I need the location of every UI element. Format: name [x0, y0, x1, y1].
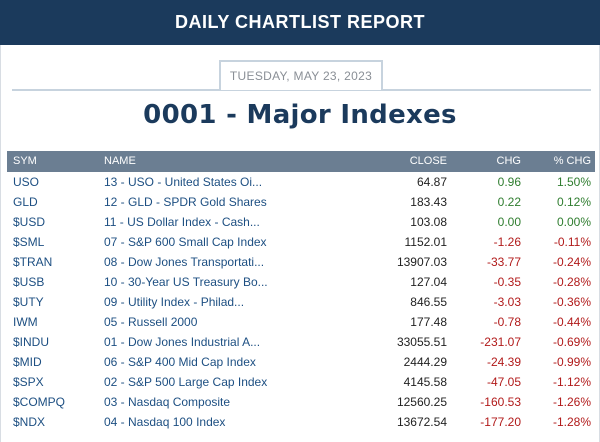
symbol-link[interactable]: $MID — [13, 355, 42, 369]
left-border — [0, 45, 1, 442]
close-value: 13672.54 — [396, 415, 447, 429]
pct-change-value: -1.12% — [552, 375, 591, 389]
pct-change-value: -0.28% — [552, 275, 591, 289]
name-link[interactable]: 05 - Russell 2000 — [104, 315, 198, 329]
symbol-link[interactable]: $USD — [13, 215, 46, 229]
change-value: -33.77 — [486, 255, 521, 269]
table-row[interactable]: $UTY 09 - Utility Index - Philad... 846.55… — [7, 292, 595, 312]
report-header: DAILY CHARTLIST REPORT — [0, 0, 600, 45]
pct-change-value: -0.44% — [552, 315, 591, 329]
table-row[interactable]: $COMPQ 03 - Nasdaq Composite 12560.25 -160.… — [7, 392, 595, 412]
pct-change-value: 0.00% — [556, 215, 591, 229]
close-value: 103.08 — [410, 215, 447, 229]
symbol-link[interactable]: USO — [13, 175, 40, 189]
name-link[interactable]: 04 - Nasdaq 100 Index — [104, 415, 226, 429]
symbol-link[interactable]: $SML — [13, 235, 45, 249]
symbol-link[interactable]: $COMPQ — [13, 395, 66, 409]
name-link[interactable]: 03 - Nasdaq Composite — [104, 395, 231, 409]
date-section: TUESDAY, MAY 23, 2023 — [12, 60, 591, 94]
name-link[interactable]: 10 - 30-Year US Treasury Bo... — [104, 275, 268, 289]
symbol-link[interactable]: $TRAN — [13, 255, 53, 269]
chartlist-title: 0001 - Major Indexes — [143, 100, 457, 130]
close-value: 64.87 — [416, 175, 447, 189]
report-header-title: DAILY CHARTLIST REPORT — [174, 12, 426, 32]
symbol-link[interactable]: $NDX — [13, 415, 46, 429]
table-body: USO 13 - USO - United States Oi... 64.87 0.… — [7, 172, 595, 432]
table-row[interactable]: IWM 05 - Russell 2000 177.48 -0.78 -0.44% — [7, 312, 595, 332]
name-link[interactable]: 12 - GLD - SPDR Gold Shares — [104, 195, 267, 209]
change-value: -0.35 — [493, 275, 521, 289]
close-value: 33055.51 — [396, 335, 447, 349]
name-link[interactable]: 01 - Dow Jones Industrial A... — [104, 335, 261, 349]
table-row[interactable]: $NDX 04 - Nasdaq 100 Index 13672.54 -177.20… — [7, 412, 595, 432]
table-row[interactable]: $MID 06 - S&P 400 Mid Cap Index 2444.29 -24… — [7, 352, 595, 372]
symbol-link[interactable]: $UTY — [13, 295, 44, 309]
symbol-link[interactable]: IWM — [13, 315, 38, 329]
pct-change-value: -0.24% — [552, 255, 591, 269]
pct-change-value: -1.28% — [552, 415, 591, 429]
pct-change-value: -1.26% — [552, 395, 591, 409]
pct-change-value: 1.50% — [556, 175, 591, 189]
close-value: 183.43 — [410, 195, 447, 209]
name-link[interactable]: 13 - USO - United States Oi... — [104, 175, 263, 189]
name-link[interactable]: 06 - S&P 400 Mid Cap Index — [104, 355, 256, 369]
close-value: 1152.01 — [404, 235, 448, 249]
col-header-name[interactable]: NAME — [104, 155, 136, 167]
col-header-close[interactable]: CLOSE — [409, 155, 447, 167]
symbol-link[interactable]: $SPX — [13, 375, 44, 389]
change-value: 0.00 — [497, 215, 521, 229]
name-link[interactable]: 08 - Dow Jones Transportati... — [104, 255, 265, 269]
symbol-link[interactable]: $INDU — [13, 335, 50, 349]
close-value: 13907.03 — [396, 255, 447, 269]
close-value: 127.04 — [410, 275, 447, 289]
table-row[interactable]: $SPX 02 - S&P 500 Large Cap Index 4145.58 -… — [7, 372, 595, 392]
change-value: -47.05 — [486, 375, 521, 389]
close-value: 4145.58 — [403, 375, 447, 389]
close-value: 177.48 — [410, 315, 447, 329]
symbol-link[interactable]: GLD — [13, 195, 38, 209]
date-divider — [12, 89, 591, 91]
table-row[interactable]: GLD 12 - GLD - SPDR Gold Shares 183.43 0.22… — [7, 192, 595, 212]
chartlist-table: SYM NAME CLOSE CHG % CHG USO 13 - USO - U… — [7, 151, 595, 432]
pct-change-value: -0.69% — [552, 335, 591, 349]
symbol-link[interactable]: $USB — [13, 275, 45, 289]
table-row[interactable]: $TRAN 08 - Dow Jones Transportati... 13907… — [7, 252, 595, 272]
pct-change-value: -0.99% — [552, 355, 591, 369]
name-link[interactable]: 11 - US Dollar Index - Cash... — [104, 215, 260, 229]
col-header-pct-chg[interactable]: % CHG — [553, 155, 591, 167]
table-row[interactable]: USO 13 - USO - United States Oi... 64.87 0.… — [7, 172, 595, 192]
table-row[interactable]: $USD 11 - US Dollar Index - Cash... 103.08… — [7, 212, 595, 232]
table-row[interactable]: $USB 10 - 30-Year US Treasury Bo... 127.04… — [7, 272, 595, 292]
pct-change-value: -0.36% — [552, 295, 591, 309]
col-header-sym[interactable]: SYM — [13, 155, 37, 167]
col-header-chg[interactable]: CHG — [496, 155, 521, 167]
close-value: 12560.25 — [396, 395, 447, 409]
change-value: -231.07 — [480, 335, 521, 349]
close-value: 2444.29 — [403, 355, 447, 369]
change-value: 0.22 — [497, 195, 521, 209]
change-value: 0.96 — [497, 175, 521, 189]
name-link[interactable]: 09 - Utility Index - Philad... — [104, 295, 245, 309]
change-value: -1.26 — [493, 235, 521, 249]
pct-change-value: 0.12% — [556, 195, 591, 209]
name-link[interactable]: 07 - S&P 600 Small Cap Index — [104, 235, 267, 249]
change-value: -24.39 — [486, 355, 521, 369]
name-link[interactable]: 02 - S&P 500 Large Cap Index — [104, 375, 268, 389]
table-row[interactable]: $SML 07 - S&P 600 Small Cap Index 1152.01 -… — [7, 232, 595, 252]
change-value: -177.20 — [480, 415, 521, 429]
pct-change-value: -0.11% — [553, 235, 591, 249]
table-header: SYM NAME CLOSE CHG % CHG — [7, 151, 595, 172]
close-value: 846.55 — [410, 295, 447, 309]
change-value: -3.03 — [493, 295, 521, 309]
change-value: -160.53 — [480, 395, 521, 409]
change-value: -0.78 — [493, 315, 521, 329]
report-date: TUESDAY, MAY 23, 2023 — [219, 60, 383, 90]
table-row[interactable]: $INDU 01 - Dow Jones Industrial A... 33055… — [7, 332, 595, 352]
